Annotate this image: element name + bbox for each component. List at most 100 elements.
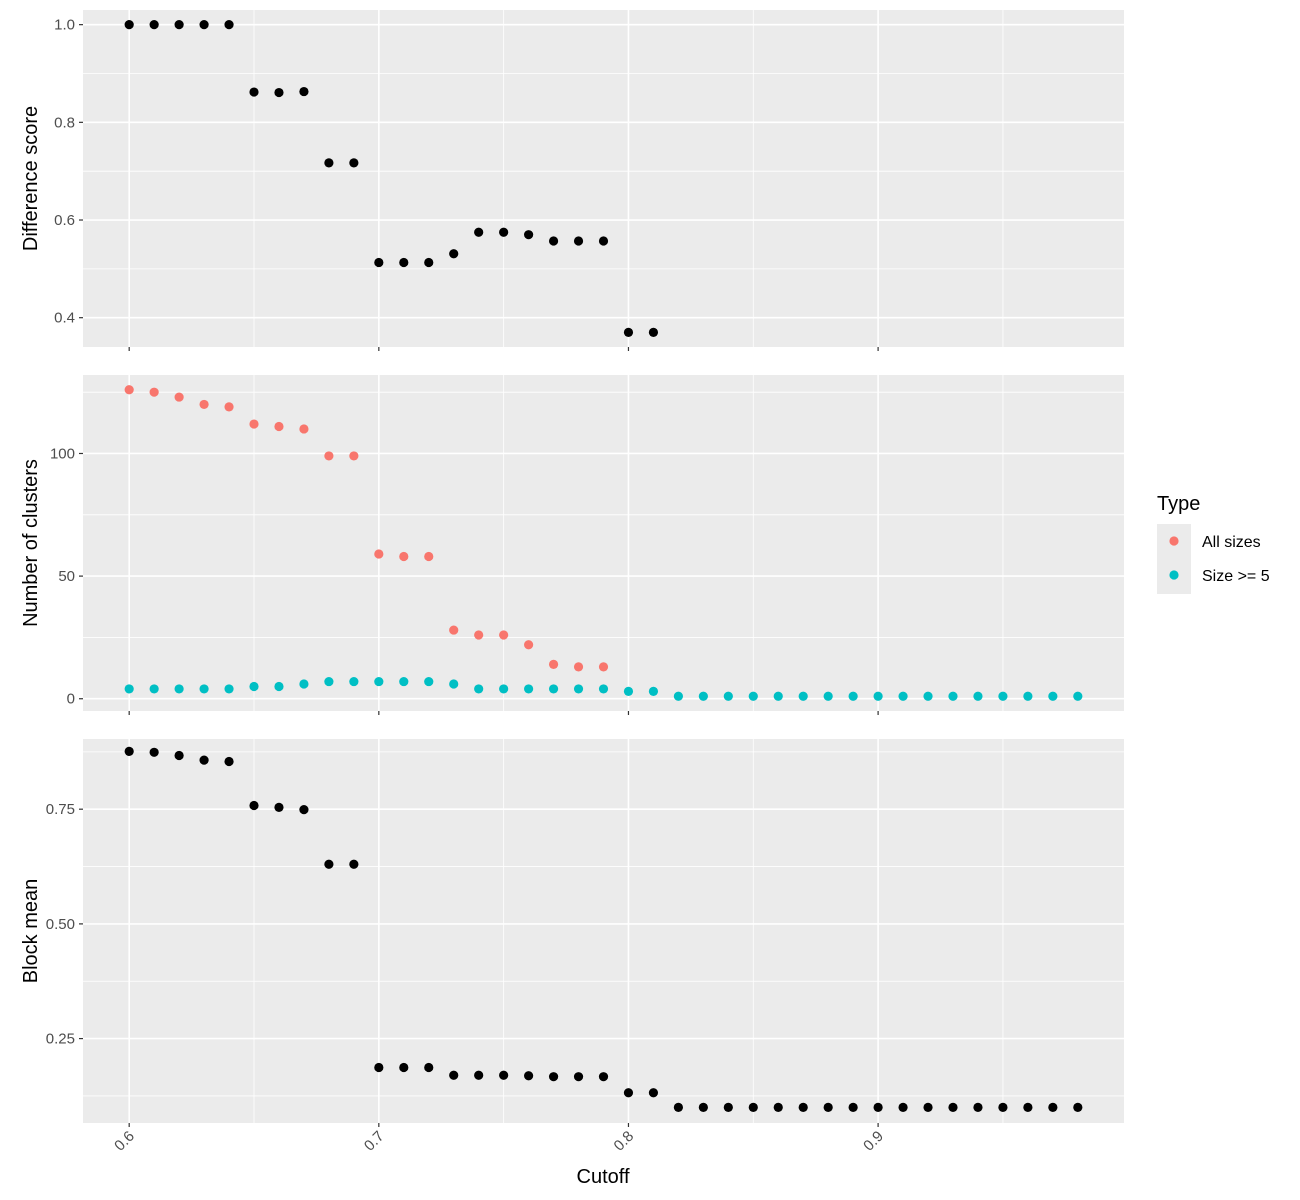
data-point [349,451,359,461]
data-point [299,679,309,689]
data-point [374,676,384,687]
data-point [773,691,783,701]
data-point [898,1102,908,1113]
data-point [648,1088,659,1098]
data-point [524,640,534,650]
data-point [349,676,359,687]
data-point [149,684,159,694]
data-point [673,1102,683,1113]
data-point [449,249,459,259]
y-axis-title: Block mean [20,879,42,984]
data-point [174,392,184,402]
data-point [698,691,708,701]
x-tick-label: 0.8 [611,1128,638,1155]
panel-1: 0.4 0.6 0.8 1.0 Difference score [20,10,1124,351]
data-point [199,399,209,410]
data-point [499,1070,509,1080]
data-point [973,691,983,701]
data-point [299,86,309,97]
data-point [923,1102,933,1113]
data-point [873,1102,883,1113]
data-point [124,746,134,756]
data-point [573,662,584,672]
panel-2: 0 50 100 Number of clusters [20,375,1124,715]
data-point [449,679,459,689]
data-point [1073,1102,1083,1113]
panel-background [83,375,1124,711]
data-point [823,1102,833,1113]
data-point [249,800,259,811]
panel-3: 0.25 0.50 0.75 Block mean [20,739,1124,1127]
y-tick-label: 1.0 [54,17,75,34]
data-point [524,230,534,240]
data-point [249,681,259,692]
data-point [249,87,259,97]
data-point [698,1102,708,1113]
x-tick-label: 0.9 [860,1128,887,1155]
legend-key-point [1169,536,1179,546]
y-tick-label: 0.8 [54,114,75,131]
data-point [199,755,209,765]
data-point [349,158,359,168]
data-point [474,684,484,694]
legend: Type All sizes Size >= 5 [1157,493,1270,594]
data-point [499,630,509,640]
data-point [573,1072,584,1082]
data-point [374,257,384,268]
data-point [324,158,334,168]
data-point [598,1072,609,1082]
series-all-sizes [124,385,609,672]
data-point [249,419,259,429]
data-point [149,747,159,757]
y-tick-label: 50 [58,568,75,585]
data-point [274,421,284,432]
data-point [524,684,534,694]
data-point [499,684,509,694]
data-point [598,236,609,246]
data-point [374,1062,384,1073]
data-point [349,859,359,869]
data-point [224,684,234,694]
data-point [823,691,833,701]
data-point [623,327,634,337]
data-point [474,630,484,640]
data-point [474,227,484,237]
y-tick-label: 0 [67,691,75,708]
data-point [299,424,309,434]
data-point [399,1062,409,1073]
data-point [424,257,434,268]
data-point [399,676,409,687]
data-point [274,681,284,692]
data-point [848,691,858,701]
data-point [673,691,683,701]
y-tick-label: 0.25 [46,1031,75,1048]
data-point [748,691,758,701]
data-point [424,1062,434,1073]
data-point [399,257,409,268]
data-point [199,20,209,30]
data-point [524,1071,534,1081]
data-point [923,691,933,701]
data-point [548,684,559,694]
data-point [1048,1102,1058,1113]
panel-background [83,739,1124,1123]
data-point [299,805,309,815]
legend-label: Size >= 5 [1202,568,1270,585]
data-point [948,691,958,701]
data-point [773,1102,783,1113]
series-points [124,746,1083,1113]
x-tick-label: 0.7 [361,1128,388,1155]
data-point [1048,691,1058,701]
data-point [898,691,908,701]
data-point [124,684,134,694]
data-point [748,1102,758,1113]
data-point [424,551,434,562]
data-point [998,1102,1008,1113]
data-point [124,385,134,395]
data-point [998,691,1008,701]
data-point [149,387,159,397]
x-axis: 0.6 0.7 0.8 0.9 [111,1128,887,1155]
data-point [973,1102,983,1113]
data-point [399,551,409,562]
data-point [224,20,234,30]
